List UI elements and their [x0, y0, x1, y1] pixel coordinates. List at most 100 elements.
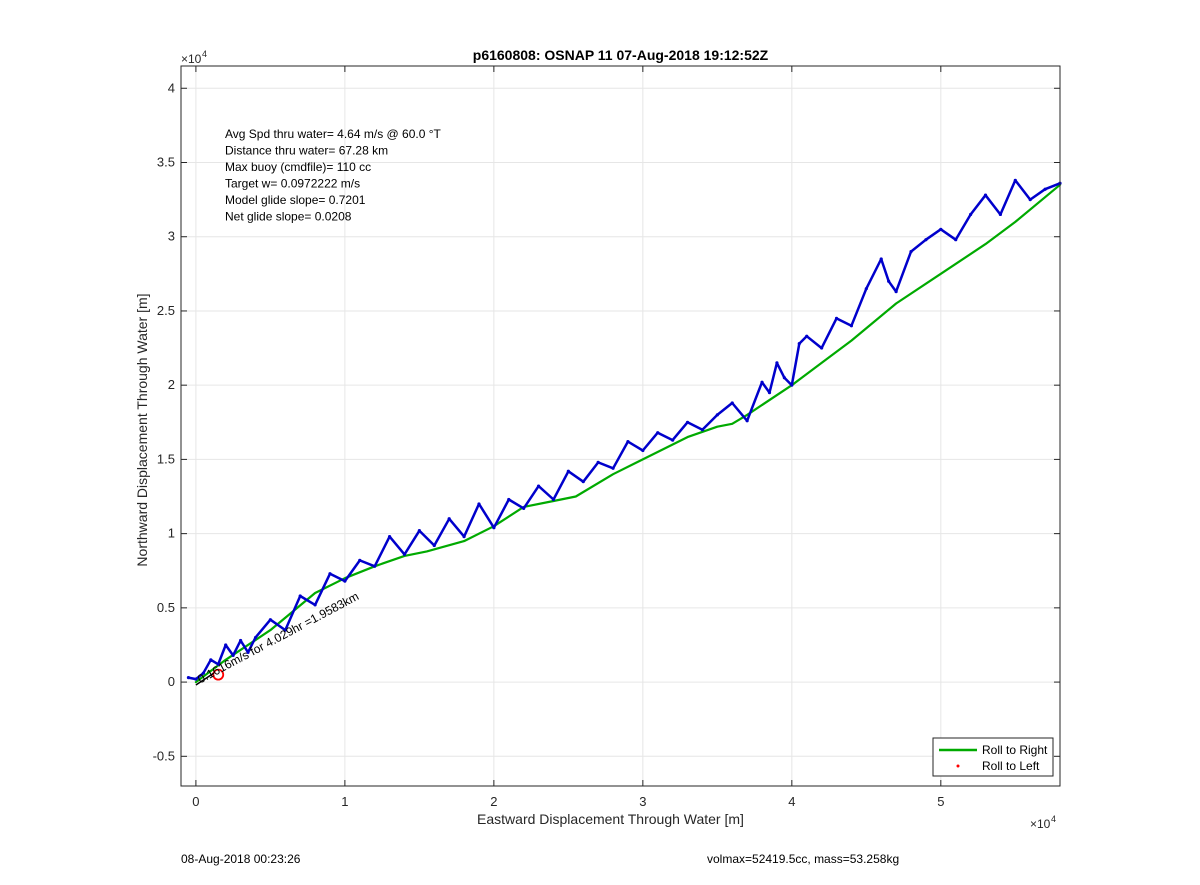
legend-swatch-dot: [956, 764, 960, 768]
stats-annotation: Target w= 0.0972222 m/s: [225, 177, 360, 191]
legend-label: Roll to Right: [982, 743, 1048, 757]
trajectory-point: [522, 506, 526, 510]
y-axis-label: Northward Displacement Through Water [m]: [134, 293, 150, 566]
trajectory-point: [805, 334, 809, 338]
trajectory-point: [268, 618, 272, 622]
trajectory-point: [969, 212, 973, 217]
trajectory-point: [492, 526, 496, 530]
trajectory-point: [924, 238, 928, 242]
trajectory-point: [1013, 178, 1017, 182]
trajectory-point: [715, 413, 719, 417]
footer-timestamp: 08-Aug-2018 00:23:26: [181, 852, 301, 866]
trajectory-point: [685, 420, 690, 424]
trajectory-point: [611, 466, 615, 470]
y-tick-label: 0: [168, 674, 175, 689]
trajectory-point: [253, 635, 258, 640]
trajectory-point: [596, 460, 600, 464]
trajectory-point: [864, 287, 868, 291]
trajectory-point: [983, 193, 988, 197]
x-tick-label: 2: [490, 794, 497, 809]
trajectory-point: [201, 671, 205, 675]
x-exponent-label: ×10: [1030, 817, 1051, 831]
trajectory-point: [775, 361, 779, 365]
axes-box: [180, 65, 1061, 787]
trajectory-point: [700, 428, 705, 432]
trajectory-point: [224, 643, 228, 647]
y-tick-label: 1.5: [157, 451, 175, 466]
stats-annotation: Model glide slope= 0.7201: [225, 193, 366, 207]
legend-label: Roll to Left: [982, 759, 1040, 773]
y-tick-label: 2.5: [157, 303, 175, 318]
y-exponent-value: 4: [202, 49, 207, 59]
trajectory-point: [432, 543, 436, 548]
x-tick-label: 0: [192, 794, 199, 809]
y-tick-label: 2: [168, 377, 175, 392]
y-tick-label: 4: [168, 80, 175, 95]
trajectory-point: [313, 603, 317, 607]
trajectory-point: [246, 650, 250, 654]
trajectory-point: [849, 324, 854, 328]
x-tick-label: 5: [937, 794, 944, 809]
trajectory-point: [954, 238, 958, 242]
trajectory-point: [581, 480, 585, 484]
y-tick-label: 1: [168, 526, 175, 541]
trajectory-point: [671, 438, 675, 442]
start-marker: [212, 668, 225, 681]
x-tick-label: 3: [639, 794, 646, 809]
trajectory-point: [909, 249, 913, 254]
x-axis-label: Eastward Displacement Through Water [m]: [477, 811, 744, 827]
trajectory-point: [343, 579, 347, 583]
trajectory-point: [797, 342, 801, 346]
trajectory-point: [782, 376, 786, 380]
trajectory-point: [834, 316, 839, 320]
trajectory-point: [462, 534, 466, 539]
y-tick-label: 3: [168, 229, 175, 244]
trajectory-point: [402, 552, 407, 557]
y-tick-label: 0.5: [157, 600, 175, 615]
x-tick-label: 4: [788, 794, 795, 809]
trajectory-point: [194, 677, 198, 681]
trajectory-point: [477, 502, 481, 506]
trajectory-point: [767, 390, 772, 395]
trajectory-point: [387, 534, 392, 539]
trajectory-point: [536, 484, 541, 488]
y-tick-label: -0.5: [153, 748, 175, 763]
stats-annotation: Max buoy (cmdfile)= 110 cc: [225, 160, 371, 174]
trajectory-point: [656, 431, 660, 435]
trajectory-point: [328, 572, 332, 576]
stats-annotation: Avg Spd thru water= 4.64 m/s @ 60.0 °T: [225, 127, 442, 141]
trajectory-point: [626, 439, 630, 444]
trajectory-point: [1028, 198, 1032, 202]
trajectory-point: [447, 517, 451, 521]
trajectory-point: [820, 346, 824, 350]
trajectory-point: [879, 257, 883, 261]
trajectory-point: [641, 448, 645, 453]
trajectory-point: [998, 212, 1003, 217]
stats-annotation: Distance thru water= 67.28 km: [225, 144, 388, 158]
trajectory-point: [231, 653, 235, 657]
plot-area: 0 1 2 3 4 5-0.500.511.522.533.540.1616m/s for…: [134, 47, 1062, 831]
y-exponent-label: ×10: [181, 52, 202, 66]
legend-box: [932, 737, 1054, 777]
roll-right-line: [194, 183, 1062, 684]
x-tick-label: 1: [341, 794, 348, 809]
y-tick-label: 3.5: [157, 154, 175, 169]
trajectory-point: [417, 529, 421, 533]
trajectory-point: [283, 628, 287, 632]
trajectory-point: [790, 383, 794, 387]
chart-title: p6160808: OSNAP 11 07-Aug-2018 19:12:52Z: [473, 47, 769, 63]
trajectory-point: [551, 497, 556, 502]
trajectory-point: [358, 558, 362, 562]
trajectory-point: [760, 380, 764, 384]
current-vector: [195, 672, 215, 686]
stats-annotation: Net glide slope= 0.0208: [225, 210, 352, 224]
trajectory-line: [187, 179, 1062, 681]
trajectory-point: [507, 497, 511, 502]
plot-background: [181, 66, 1060, 786]
trajectory-point: [887, 279, 891, 283]
trajectory-point: [209, 658, 213, 662]
trajectory-point: [730, 401, 734, 405]
trajectory-point: [939, 227, 943, 231]
footer-stats: volmax=52419.5cc, mass=53.258kg: [707, 852, 900, 866]
